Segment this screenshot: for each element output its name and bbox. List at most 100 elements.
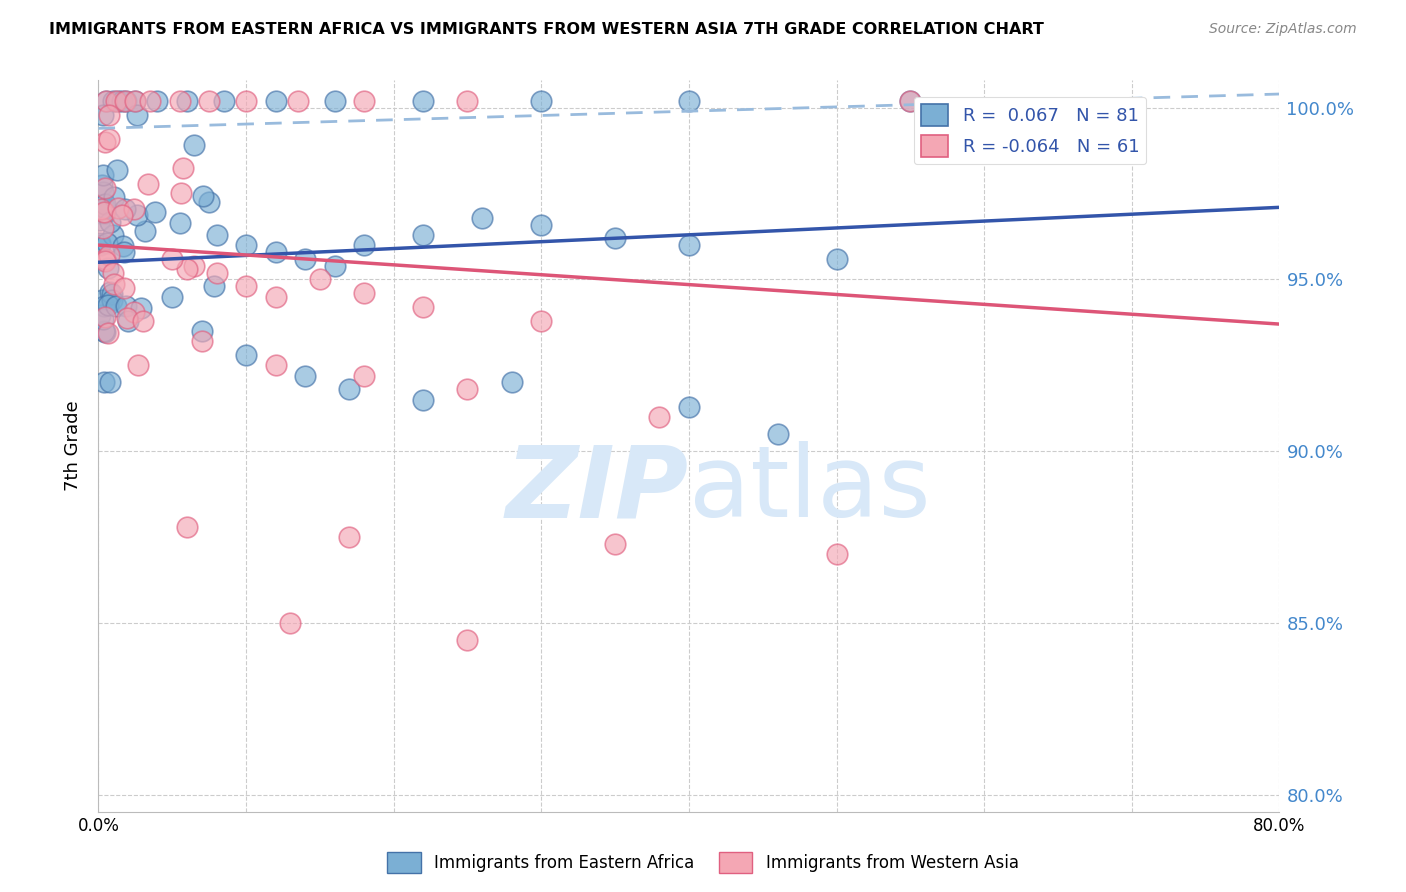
Point [89, 238, 111, 252]
Point [309, 272, 332, 286]
Point [103, 94, 125, 108]
Point [93, 312, 115, 326]
Point [94, 180, 117, 194]
Point [143, 205, 166, 219]
Point [678, 94, 700, 108]
Point [91, 185, 114, 199]
Point [98, 215, 121, 229]
Point [98, 376, 121, 390]
Point [105, 299, 128, 313]
Point [94, 94, 117, 108]
Point [103, 190, 125, 204]
Point [111, 208, 134, 222]
Point [111, 94, 134, 108]
Point [101, 227, 124, 242]
Point [93, 299, 115, 313]
Point [353, 286, 375, 301]
Point [176, 261, 198, 276]
Point [127, 208, 149, 222]
Point [94, 94, 117, 108]
Point [111, 238, 134, 252]
Point [412, 300, 434, 314]
Point [205, 227, 228, 242]
Point [191, 324, 214, 338]
Point [115, 299, 138, 313]
Point [94, 254, 117, 268]
Point [162, 252, 183, 266]
Point [294, 368, 316, 383]
Point [825, 547, 848, 561]
Legend: R =  0.067   N = 81, R = -0.064   N = 61: R = 0.067 N = 81, R = -0.064 N = 61 [914, 96, 1146, 164]
Point [412, 392, 434, 407]
Point [678, 238, 700, 252]
Point [124, 202, 146, 216]
Point [129, 301, 152, 316]
Point [323, 94, 346, 108]
Point [353, 368, 375, 383]
Point [98, 285, 121, 299]
Point [183, 259, 205, 273]
Point [103, 277, 125, 292]
Point [766, 427, 789, 442]
Point [457, 94, 479, 108]
Point [339, 530, 361, 544]
Point [412, 94, 434, 108]
Point [97, 248, 120, 262]
Point [198, 94, 221, 108]
Point [93, 325, 115, 339]
Point [91, 220, 114, 235]
Point [139, 94, 162, 108]
Point [191, 334, 214, 349]
Point [112, 281, 135, 295]
Point [353, 94, 375, 108]
Point [235, 94, 257, 108]
Point [235, 238, 257, 252]
Point [202, 279, 225, 293]
Point [212, 94, 235, 108]
Point [96, 236, 118, 251]
Point [412, 227, 434, 242]
Point [605, 537, 627, 551]
Point [94, 206, 117, 220]
Point [457, 382, 479, 396]
Point [169, 94, 191, 108]
Point [172, 161, 194, 175]
Point [114, 94, 136, 108]
Point [900, 94, 922, 108]
Point [825, 252, 848, 266]
Point [93, 205, 115, 219]
Point [264, 244, 287, 259]
Point [93, 324, 115, 338]
Point [353, 238, 375, 252]
Point [280, 615, 302, 630]
Point [103, 266, 125, 280]
Point [323, 259, 346, 273]
Point [122, 305, 145, 319]
Point [97, 107, 120, 121]
Point [530, 218, 553, 232]
Point [97, 260, 120, 275]
Point [127, 359, 149, 373]
Point [183, 137, 205, 152]
Point [107, 94, 129, 108]
Point [90, 206, 112, 220]
Point [605, 231, 627, 245]
Point [205, 266, 228, 280]
Point [105, 94, 128, 108]
Point [264, 94, 287, 108]
Point [294, 252, 316, 266]
Point [89, 236, 111, 251]
Point [125, 107, 148, 121]
Point [89, 308, 111, 322]
Point [678, 400, 700, 414]
Point [107, 202, 129, 216]
Point [457, 633, 479, 648]
Point [94, 201, 117, 215]
Point [97, 298, 120, 312]
Point [170, 186, 193, 200]
Point [98, 132, 121, 146]
Point [134, 224, 156, 238]
Point [115, 94, 138, 108]
Point [146, 94, 169, 108]
Point [339, 382, 361, 396]
